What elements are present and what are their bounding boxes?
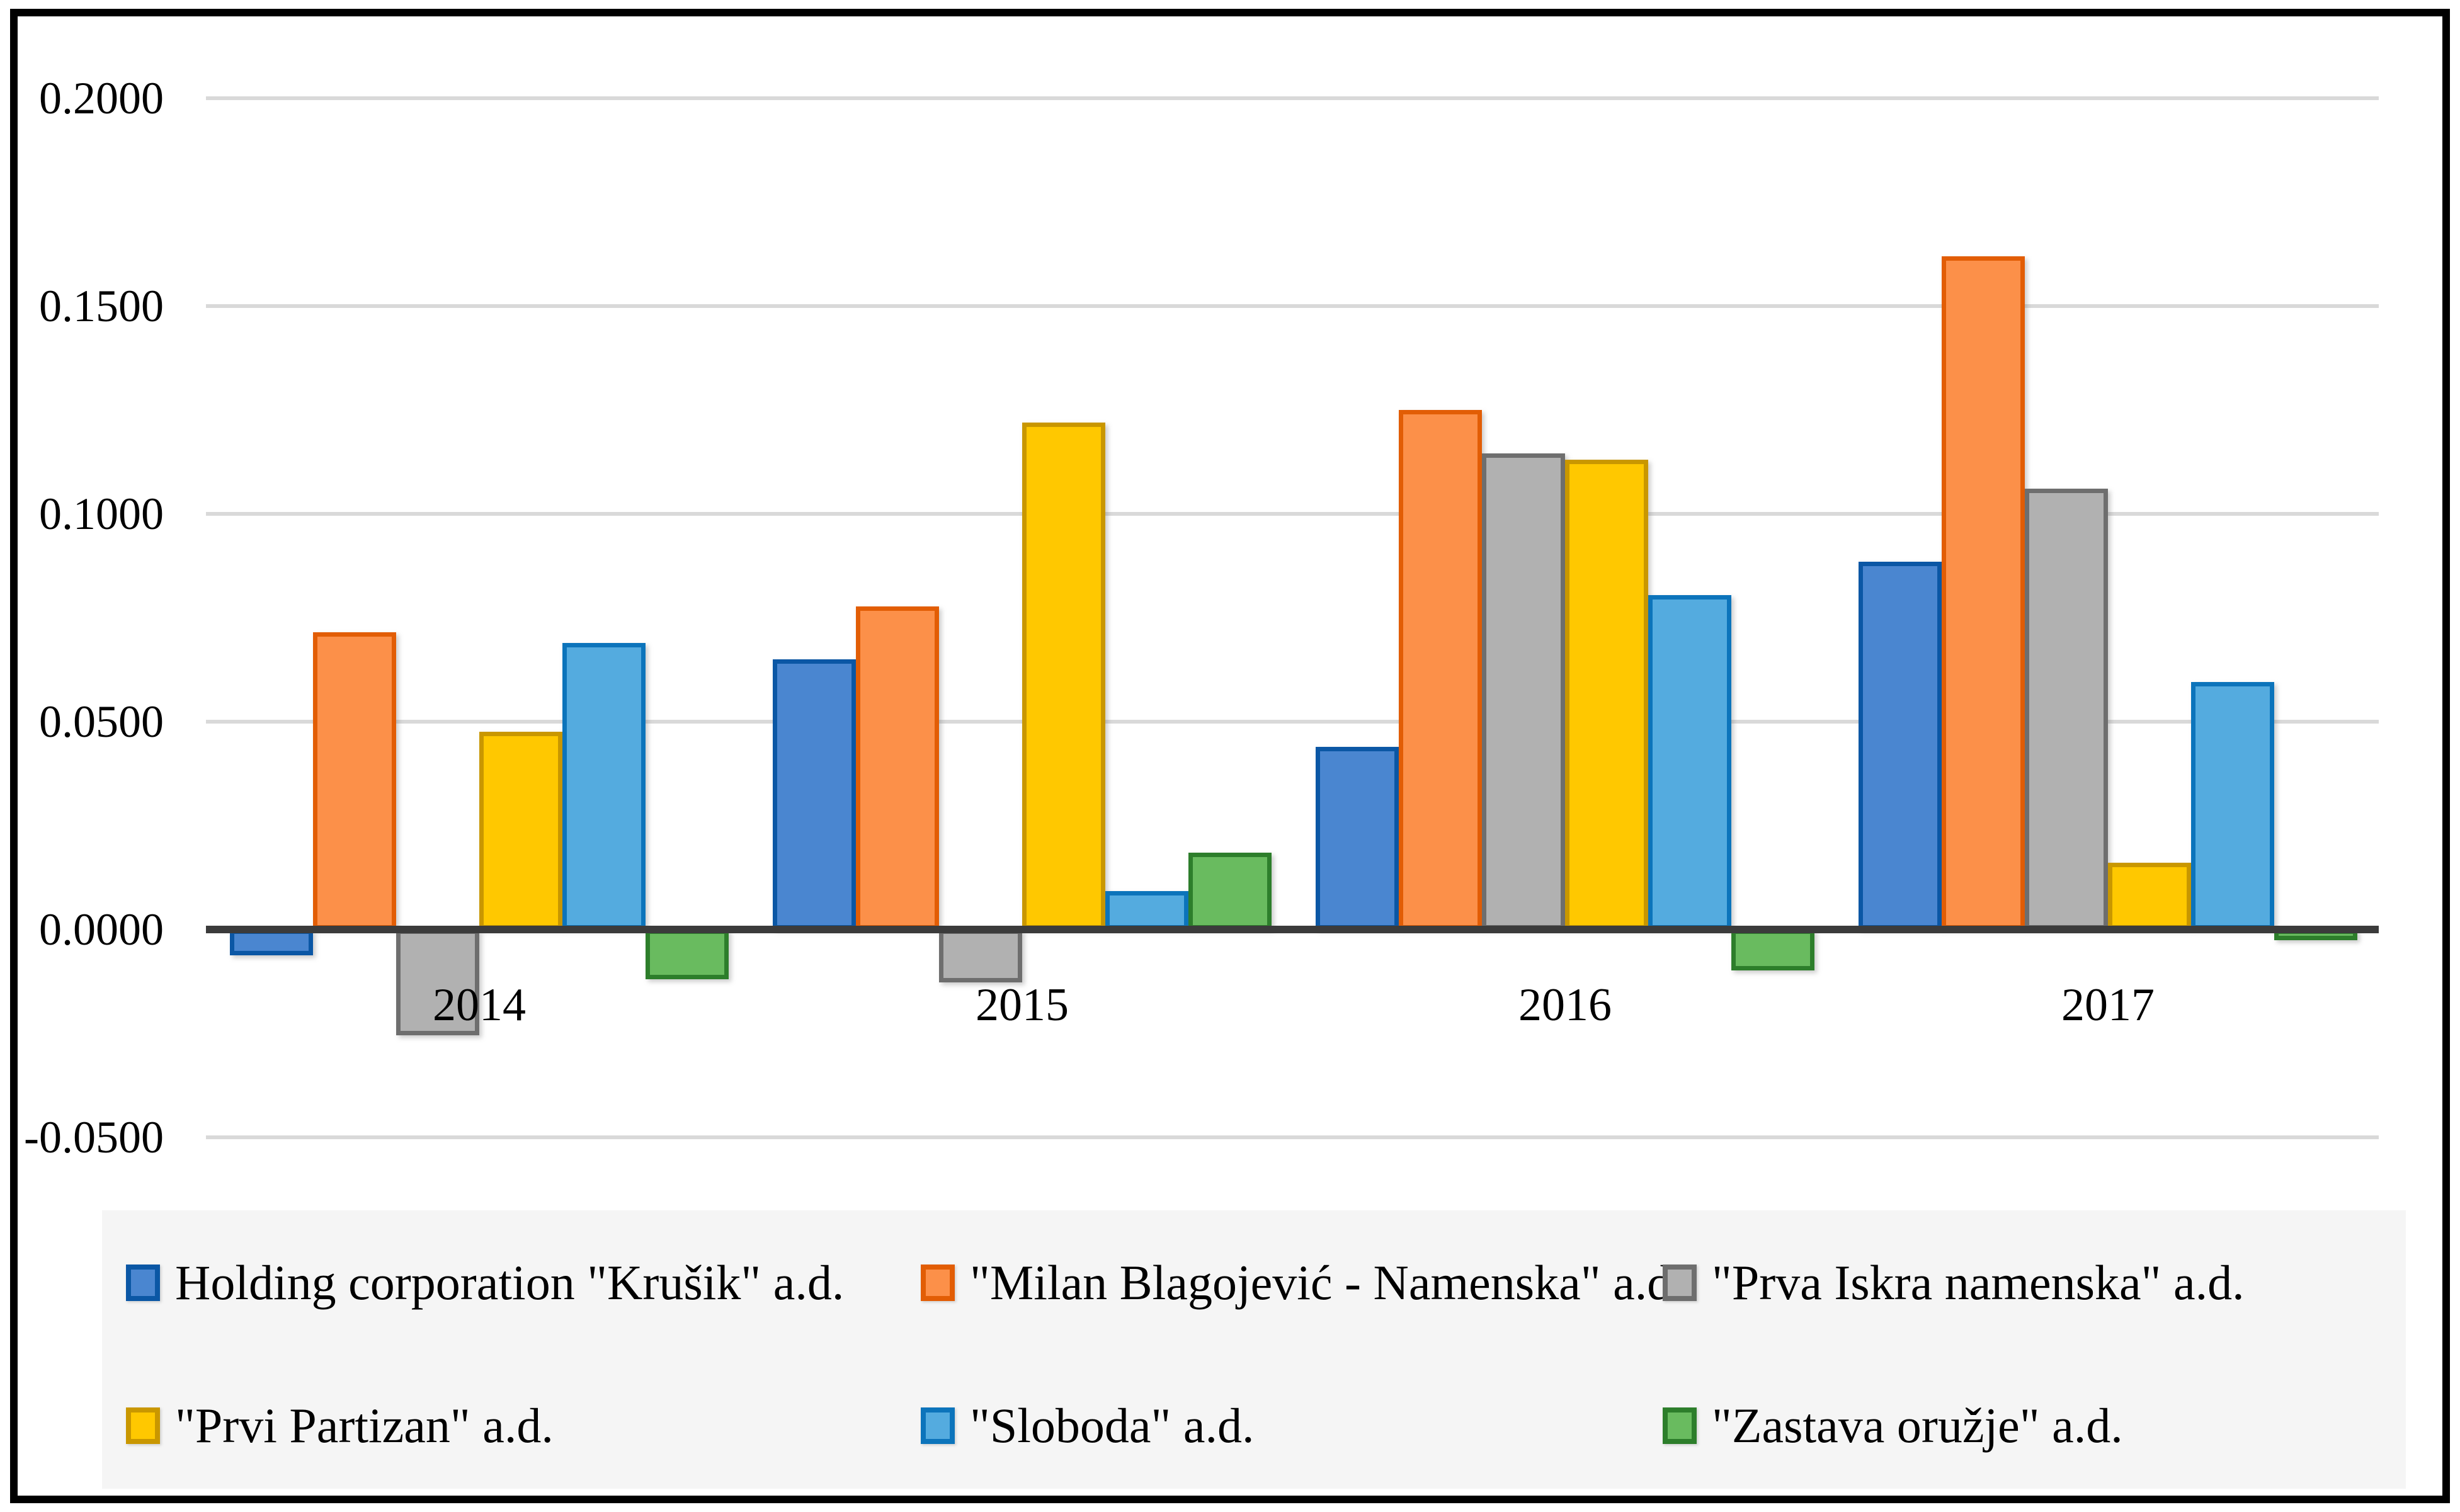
legend-item-1: Holding corporation "Krušik" a.d.	[126, 1253, 844, 1313]
legend-label: "Zastava oružje" a.d.	[1712, 1398, 2123, 1453]
bar-2015-2	[856, 606, 939, 929]
gridline-0.2000	[206, 96, 2379, 100]
legend-item-3: "Prva Iskra namenska" a.d.	[1663, 1253, 2245, 1313]
legend-item-5: "Sloboda" a.d.	[921, 1395, 1254, 1456]
gridline-0.1000	[206, 512, 2379, 516]
bar-2014-4	[479, 732, 562, 929]
bar-2017-4	[2108, 863, 2191, 929]
legend-item-2: "Milan Blagojević - Namenska" a.d.	[921, 1253, 1684, 1313]
bar-2016-4	[1565, 460, 1648, 929]
y-tick-label: 0.2000	[39, 73, 164, 123]
legend-swatch-icon	[1663, 1265, 1697, 1301]
legend-label: "Prvi Partizan" a.d.	[175, 1398, 554, 1453]
legend-item-4: "Prvi Partizan" a.d.	[126, 1395, 554, 1456]
bar-2016-5	[1648, 595, 1731, 929]
bar-2017-1	[1859, 562, 1942, 929]
bar-2015-6	[1188, 853, 1272, 929]
bar-2014-5	[562, 643, 646, 929]
bar-2016-3	[1482, 453, 1565, 929]
bar-2014-3	[396, 929, 479, 1035]
bar-2015-4	[1022, 423, 1105, 929]
legend-item-6: "Zastava oružje" a.d.	[1663, 1395, 2123, 1456]
y-tick-label: 0.1500	[39, 281, 164, 331]
bar-2014-1	[230, 929, 313, 955]
y-tick-label: 0.1000	[39, 489, 164, 539]
legend-label: "Milan Blagojević - Namenska" a.d.	[970, 1255, 1684, 1310]
bar-2016-6	[1731, 929, 1814, 970]
bar-2016-1	[1316, 747, 1399, 929]
plot-area: 2014 2015 2016 2017	[206, 37, 2379, 1203]
legend-swatch-icon	[126, 1407, 160, 1444]
legend-swatch-icon	[1663, 1407, 1697, 1444]
legend-label: "Sloboda" a.d.	[970, 1398, 1255, 1453]
category-label-2017: 2017	[2061, 979, 2155, 1031]
y-tick-label: 0.0000	[39, 904, 164, 955]
gridline--0.0500	[206, 1135, 2379, 1139]
bar-2015-3	[939, 929, 1022, 982]
legend-swatch-icon	[921, 1407, 955, 1444]
bar-2014-6	[646, 929, 729, 979]
category-label-2014: 2014	[433, 979, 526, 1031]
bar-2017-5	[2191, 682, 2274, 929]
legend-swatch-icon	[126, 1265, 160, 1301]
bar-2017-3	[2025, 489, 2108, 929]
category-label-2015: 2015	[976, 979, 1069, 1031]
gridline-0.0500	[206, 720, 2379, 724]
y-tick-label: 0.0500	[39, 696, 164, 747]
legend-label: "Prva Iskra namenska" a.d.	[1712, 1255, 2245, 1310]
legend: Holding corporation "Krušik" a.d. "Milan …	[102, 1210, 2406, 1489]
y-tick-label: -0.0500	[24, 1112, 164, 1162]
bar-2017-2	[1942, 256, 2025, 929]
gridline-0.1500	[206, 304, 2379, 308]
x-axis-zero-line	[206, 926, 2379, 933]
legend-label: Holding corporation "Krušik" a.d.	[175, 1255, 845, 1310]
bar-2015-5	[1105, 891, 1188, 929]
bar-2016-2	[1399, 410, 1482, 929]
legend-swatch-icon	[921, 1265, 955, 1301]
bar-2014-2	[313, 632, 396, 929]
category-label-2016: 2016	[1518, 979, 1612, 1031]
bar-2015-1	[773, 659, 856, 929]
